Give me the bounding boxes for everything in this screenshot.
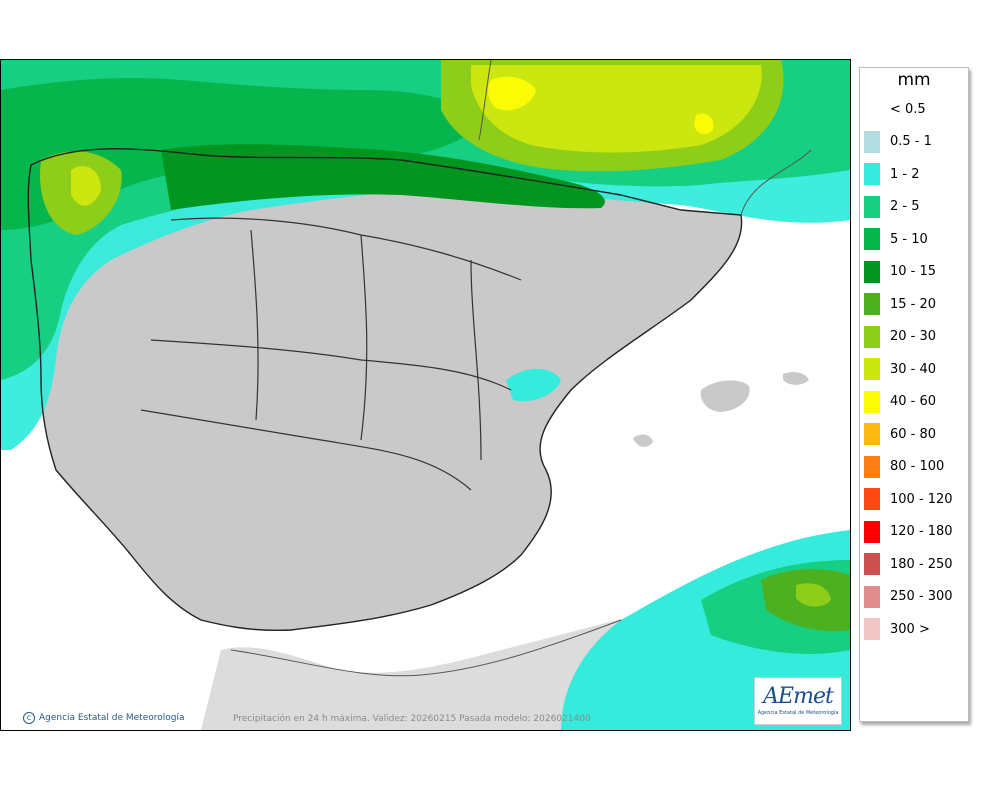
legend-swatch — [864, 358, 880, 380]
precip-max-south — [796, 583, 831, 607]
legend-swatch — [864, 618, 880, 640]
precip-zone-10-15 — [161, 144, 605, 210]
legend-item: 250 - 300 — [864, 585, 953, 608]
agency-credit: c Agencia Estatal de Meteorología — [23, 712, 185, 724]
legend-item: 30 - 40 — [864, 358, 936, 380]
legend-label: < 0.5 — [890, 101, 926, 117]
legend-label: 100 - 120 — [890, 491, 953, 507]
legend-item: 20 - 30 — [864, 325, 937, 348]
precip-max-northeast — [694, 113, 714, 135]
legend-label: 10 - 15 — [890, 264, 937, 279]
precipitation-legend: mm < 0.5 0.5 - 1 1 - 2 2 - 5 5 - 10 10 - 15 15… — [859, 67, 969, 722]
legend-item: 5 - 10 — [864, 228, 928, 250]
aemet-logo-subtitle: Agencia Estatal de Meteorología — [757, 710, 839, 716]
legend-label: 40 - 60 — [890, 394, 937, 409]
legend-item: 10 - 15 — [864, 260, 937, 283]
menorca — [783, 372, 809, 385]
legend-item: 60 - 80 — [864, 423, 936, 445]
ibiza — [633, 434, 653, 447]
legend-swatch — [864, 228, 880, 250]
legend-swatch — [864, 520, 880, 543]
precip-zone-valencia — [506, 368, 561, 402]
iberian-peninsula — [28, 148, 742, 631]
map-caption: Precipitación en 24 h máxima. Validez: 2… — [233, 714, 591, 724]
precip-max-north — [488, 76, 536, 111]
agency-credit-text: Agencia Estatal de Meteorología — [39, 713, 185, 723]
legend-swatch — [864, 293, 880, 315]
legend-label: 250 - 300 — [890, 589, 953, 604]
legend-item: 2 - 5 — [864, 195, 920, 218]
legend-label: 300 > — [890, 621, 930, 637]
legend-swatch — [864, 553, 880, 575]
map-canvas — [1, 60, 850, 730]
peninsula-coastline — [27, 148, 743, 632]
legend-item: 0.5 - 1 — [864, 130, 932, 153]
legend-label: 60 - 80 — [890, 426, 937, 442]
france-border-line — [478, 60, 492, 141]
legend-swatch — [864, 390, 880, 413]
precip-max-galicia — [71, 166, 101, 206]
legend-label: 5 - 10 — [890, 231, 928, 247]
legend-label: 180 - 250 — [890, 556, 953, 572]
legend-swatch — [864, 488, 880, 510]
legend-label: 1 - 2 — [890, 166, 920, 182]
legend-label: 30 - 40 — [890, 361, 937, 377]
legend-item: 300 > — [864, 618, 930, 640]
legend-item: 15 - 20 — [864, 293, 936, 315]
legend-swatch — [864, 260, 880, 283]
legend-swatch — [864, 455, 880, 478]
aemet-logo: AEmet Agencia Estatal de Meteorología — [754, 677, 842, 725]
legend-swatch — [864, 163, 880, 185]
copyright-icon: c — [23, 712, 35, 724]
legend-item: 40 - 60 — [864, 390, 937, 413]
legend-item: 180 - 250 — [864, 553, 953, 575]
legend-item: 1 - 2 — [864, 163, 920, 185]
legend-item: 120 - 180 — [864, 520, 953, 543]
aemet-logo-mark: AEmet — [763, 684, 834, 709]
coast-france-line — [740, 149, 812, 216]
legend-swatch — [864, 130, 880, 153]
legend-item: < 0.5 — [864, 98, 926, 120]
legend-label: 2 - 5 — [890, 199, 920, 214]
precipitation-map: c Agencia Estatal de Meteorología Precip… — [0, 59, 851, 731]
legend-item: 80 - 100 — [864, 455, 945, 478]
precip-zone-30-40 — [471, 65, 762, 153]
legend-label: 15 - 20 — [890, 296, 937, 312]
legend-swatch — [864, 195, 880, 218]
mallorca — [700, 380, 750, 412]
region-borders — [140, 217, 522, 491]
legend-swatch — [864, 98, 880, 120]
legend-swatch — [864, 585, 880, 608]
legend-label: 0.5 - 1 — [890, 134, 932, 149]
legend-swatch — [864, 325, 880, 348]
legend-swatch — [864, 423, 880, 445]
legend-label: 80 - 100 — [890, 459, 945, 474]
legend-label: 20 - 30 — [890, 329, 937, 344]
africa-coastline — [230, 619, 622, 677]
legend-title: mm — [897, 70, 931, 90]
legend-item: 100 - 120 — [864, 488, 953, 510]
legend-label: 120 - 180 — [890, 524, 953, 539]
